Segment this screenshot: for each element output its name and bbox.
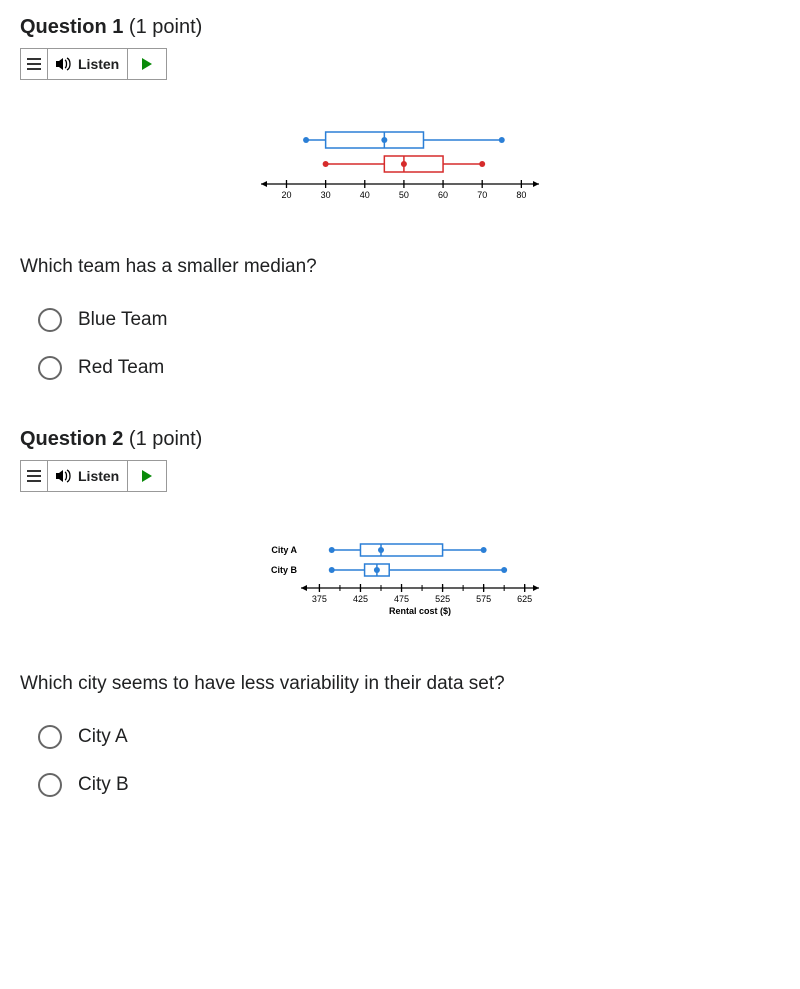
question-points: (1 point) xyxy=(129,16,202,38)
svg-text:575: 575 xyxy=(476,594,491,604)
radio-icon xyxy=(38,356,62,380)
q1-option-1[interactable]: Red Team xyxy=(38,356,780,380)
option-label: Red Team xyxy=(78,357,164,379)
svg-text:375: 375 xyxy=(312,594,327,604)
svg-text:70: 70 xyxy=(477,190,487,200)
question-number: Question 2 xyxy=(20,428,123,450)
q1-boxplot-chart: 20 30 40 50 60 70 80 xyxy=(255,126,545,216)
question-2-title: Question 2 (1 point) xyxy=(20,428,780,451)
svg-text:525: 525 xyxy=(435,594,450,604)
svg-text:40: 40 xyxy=(360,190,370,200)
svg-text:City B: City B xyxy=(271,565,298,575)
q1-option-0[interactable]: Blue Team xyxy=(38,308,780,332)
svg-text:20: 20 xyxy=(281,190,291,200)
listen-menu-button[interactable] xyxy=(21,461,48,491)
svg-text:50: 50 xyxy=(399,190,409,200)
svg-text:425: 425 xyxy=(353,594,368,604)
option-label: Blue Team xyxy=(78,309,167,331)
question-points: (1 point) xyxy=(129,428,202,450)
option-label: City B xyxy=(78,774,129,796)
hamburger-icon xyxy=(27,58,41,70)
q2-option-0[interactable]: City A xyxy=(38,725,780,749)
svg-text:625: 625 xyxy=(517,594,532,604)
play-button[interactable] xyxy=(128,49,166,79)
q2-chart-container: City A City B 375 425 475 525 575 625 Rental cos… xyxy=(20,538,780,633)
listen-label: Listen xyxy=(78,468,119,484)
listen-button[interactable]: Listen xyxy=(48,461,128,491)
q1-chart-container: 20 30 40 50 60 70 80 xyxy=(20,126,780,216)
q2-option-1[interactable]: City B xyxy=(38,773,780,797)
play-icon xyxy=(142,58,152,70)
question-1-block: Question 1 (1 point) Listen 20 30 40 50 60 70… xyxy=(20,16,780,380)
question-2-block: Question 2 (1 point) Listen City A City B… xyxy=(20,428,780,797)
question-number: Question 1 xyxy=(20,16,123,38)
speaker-icon xyxy=(56,57,72,71)
q2-boxplot-chart: City A City B 375 425 475 525 575 625 Rental cos… xyxy=(255,538,545,633)
radio-icon xyxy=(38,773,62,797)
option-label: City A xyxy=(78,726,128,748)
svg-text:60: 60 xyxy=(438,190,448,200)
listen-menu-button[interactable] xyxy=(21,49,48,79)
radio-icon xyxy=(38,308,62,332)
q2-prompt: Which city seems to have less variabilit… xyxy=(20,673,780,695)
listen-label: Listen xyxy=(78,56,119,72)
svg-text:475: 475 xyxy=(394,594,409,604)
question-1-title: Question 1 (1 point) xyxy=(20,16,780,39)
svg-text:80: 80 xyxy=(516,190,526,200)
listen-button[interactable]: Listen xyxy=(48,49,128,79)
hamburger-icon xyxy=(27,470,41,482)
q1-prompt: Which team has a smaller median? xyxy=(20,256,780,278)
svg-text:Rental cost ($): Rental cost ($) xyxy=(389,606,451,616)
svg-text:30: 30 xyxy=(321,190,331,200)
speaker-icon xyxy=(56,469,72,483)
play-button[interactable] xyxy=(128,461,166,491)
svg-text:City A: City A xyxy=(271,545,297,555)
play-icon xyxy=(142,470,152,482)
listen-toolbar: Listen xyxy=(20,460,167,492)
listen-toolbar: Listen xyxy=(20,48,167,80)
radio-icon xyxy=(38,725,62,749)
